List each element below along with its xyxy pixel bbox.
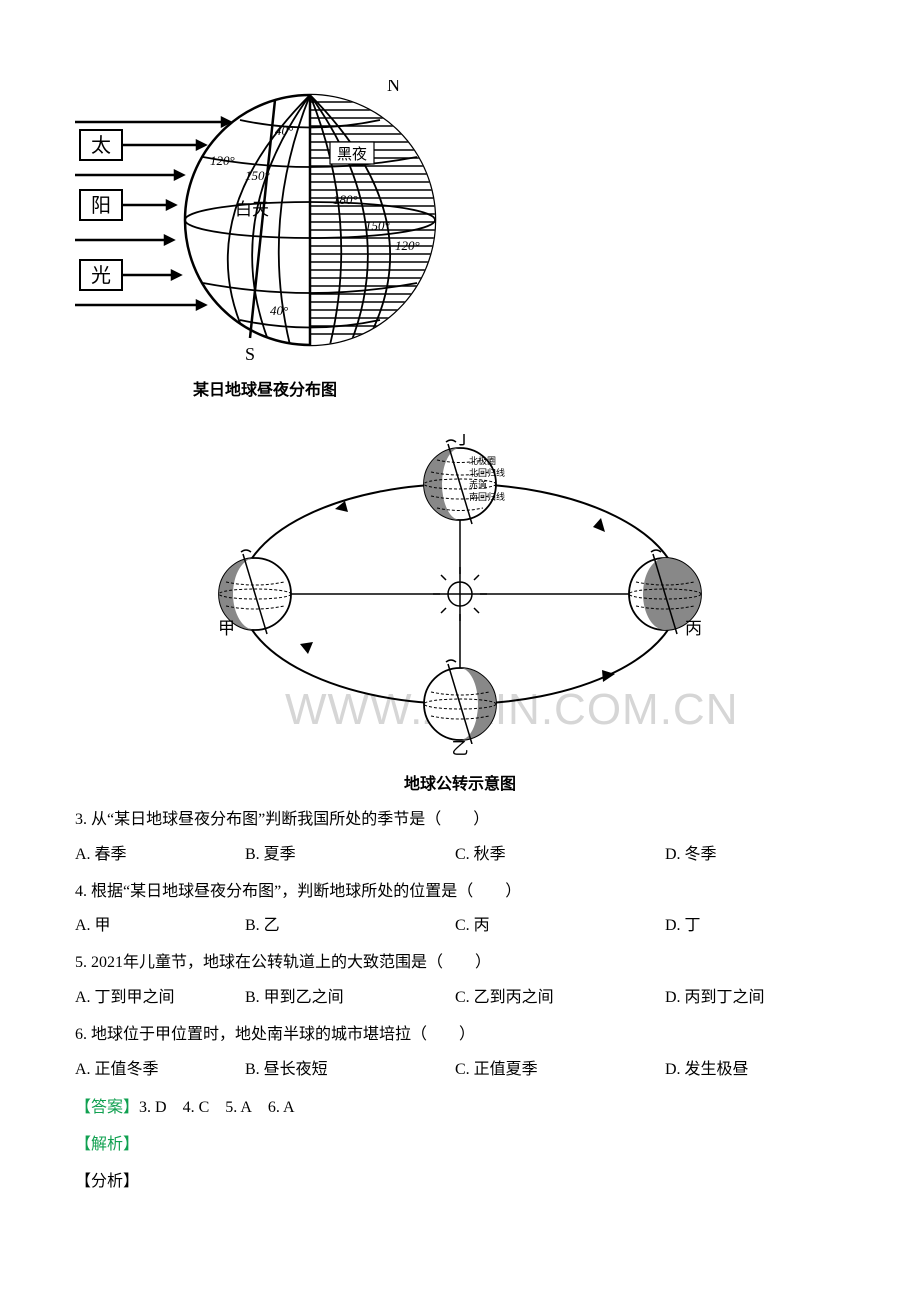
- q6-opt-d: D. 发生极昼: [665, 1056, 835, 1085]
- question-5-options: A. 丁到甲之间 B. 甲到乙之间 C. 乙到丙之间 D. 丙到丁之间: [75, 984, 845, 1013]
- svg-text:南回归线: 南回归线: [469, 491, 505, 502]
- revolution-svg: 北极圈 北回归线 赤道 南回归线 丁: [215, 434, 705, 744]
- question-6-options: A. 正值冬季 B. 昼长夜短 C. 正值夏季 D. 发生极昼: [75, 1056, 845, 1085]
- q6-opt-a: A. 正值冬季: [75, 1056, 245, 1085]
- svg-text:北极圈: 北极圈: [469, 455, 496, 466]
- svg-text:赤道: 赤道: [469, 479, 487, 490]
- q3-opt-b: B. 夏季: [245, 841, 455, 870]
- figure-revolution: 北极圈 北回归线 赤道 南回归线 丁: [215, 434, 705, 800]
- figure-daynight: 太 阳 光: [75, 80, 455, 406]
- question-3-stem: 3. 从“某日地球昼夜分布图”判断我国所处的季节是（ ）: [75, 806, 845, 835]
- q4-opt-b: B. 乙: [245, 912, 455, 941]
- answer-label: 【答案】: [75, 1099, 139, 1116]
- figure1-caption: 某日地球昼夜分布图: [75, 377, 455, 406]
- globe-ding: 北极圈 北回归线 赤道 南回归线: [424, 440, 505, 524]
- question-4-stem: 4. 根据“某日地球昼夜分布图”，判断地球所处的位置是（ ）: [75, 878, 845, 907]
- label-night: 黑夜: [337, 146, 367, 163]
- svg-text:北回归线: 北回归线: [469, 467, 505, 478]
- answer-4: 4. C: [183, 1099, 210, 1116]
- question-6-stem: 6. 地球位于甲位置时，地处南半球的城市堪培拉（ ）: [75, 1021, 845, 1050]
- sun-char-3: 光: [91, 264, 111, 287]
- globe-yi: [424, 660, 496, 744]
- label-ding: 丁: [455, 434, 472, 448]
- q4-opt-c: C. 丙: [455, 912, 665, 941]
- label-day: 白天: [235, 200, 269, 219]
- label-south: S: [245, 344, 255, 360]
- answer-line: 【答案】3. D 4. C 5. A 6. A: [75, 1094, 845, 1123]
- q5-opt-c: C. 乙到丙之间: [455, 984, 665, 1013]
- q5-opt-d: D. 丙到丁之间: [665, 984, 835, 1013]
- sun-char-1: 太: [91, 134, 111, 157]
- figure2-caption: 地球公转示意图: [215, 771, 705, 800]
- svg-text:180°: 180°: [333, 192, 358, 207]
- answer-6: 6. A: [268, 1099, 295, 1116]
- svg-text:120°: 120°: [210, 153, 235, 168]
- question-4-options: A. 甲 B. 乙 C. 丙 D. 丁: [75, 912, 845, 941]
- q3-opt-d: D. 冬季: [665, 841, 835, 870]
- q5-opt-b: B. 甲到乙之间: [245, 984, 455, 1013]
- analysis-label: 【解析】: [75, 1131, 845, 1160]
- svg-text:120°: 120°: [395, 238, 420, 253]
- q4-opt-d: D. 丁: [665, 912, 835, 941]
- svg-text:150°: 150°: [245, 168, 270, 183]
- q5-opt-a: A. 丁到甲之间: [75, 984, 245, 1013]
- svg-text:150°: 150°: [365, 218, 390, 233]
- daynight-svg: 太 阳 光: [75, 80, 455, 360]
- answer-5: 5. A: [225, 1099, 252, 1116]
- q3-opt-a: A. 春季: [75, 841, 245, 870]
- svg-text:40°: 40°: [270, 303, 288, 318]
- question-5-stem: 5. 2021年儿童节，地球在公转轨道上的大致范围是（ ）: [75, 949, 845, 978]
- label-jia: 甲: [218, 619, 235, 638]
- label-north: N: [387, 80, 400, 95]
- q4-opt-a: A. 甲: [75, 912, 245, 941]
- label-bing: 丙: [685, 619, 702, 638]
- q6-opt-c: C. 正值夏季: [455, 1056, 665, 1085]
- label-yi: 乙: [452, 739, 469, 758]
- svg-text:40°: 40°: [275, 123, 293, 138]
- sun-char-2: 阳: [91, 194, 111, 217]
- q3-opt-c: C. 秋季: [455, 841, 665, 870]
- q6-opt-b: B. 昼长夜短: [245, 1056, 455, 1085]
- answer-3: 3. D: [139, 1099, 167, 1116]
- question-3-options: A. 春季 B. 夏季 C. 秋季 D. 冬季: [75, 841, 845, 870]
- subanalysis-label: 【分析】: [75, 1168, 845, 1197]
